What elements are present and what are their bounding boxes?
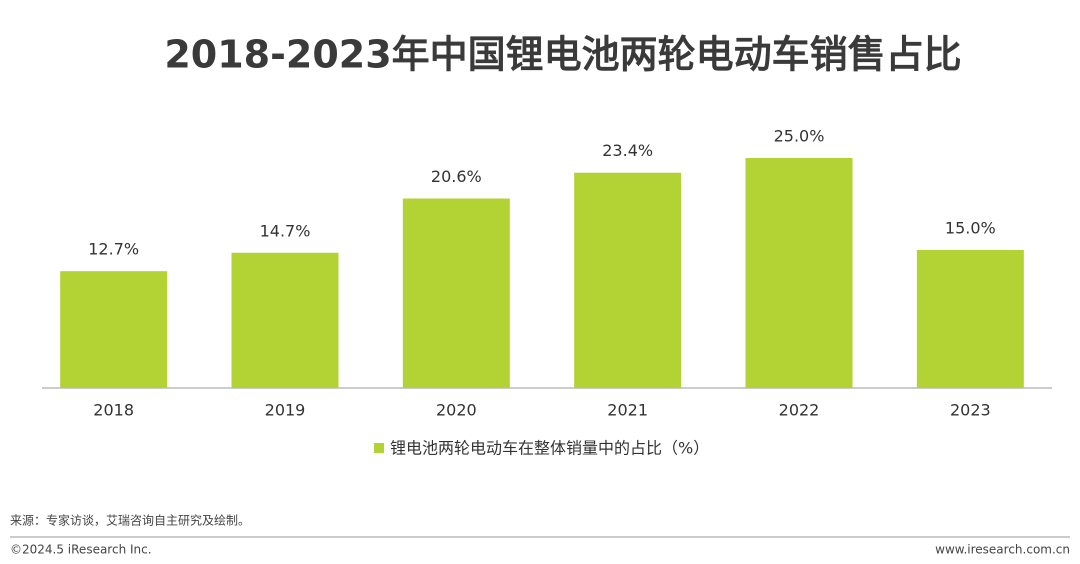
x-tick-label: 2018 — [93, 401, 134, 420]
bar — [231, 252, 339, 388]
value-label: 14.7% — [260, 221, 311, 240]
source-note: 来源：专家访谈，艾瑞咨询自主研究及绘制。 — [10, 513, 250, 528]
legend-label: 锂电池两轮电动车在整体销量中的占比（%） — [390, 439, 709, 458]
value-label: 25.0% — [774, 127, 825, 146]
bar — [916, 250, 1024, 388]
x-tick-label: 2022 — [779, 401, 820, 420]
website: www.iresearch.com.cn — [935, 543, 1070, 557]
x-tick-label: 2023 — [950, 401, 991, 420]
value-label: 20.6% — [431, 167, 482, 186]
x-tick-label: 2020 — [436, 401, 477, 420]
x-tick-label: 2019 — [265, 401, 306, 420]
bar — [60, 271, 168, 388]
x-tick-label: 2021 — [607, 401, 648, 420]
value-label: 15.0% — [945, 219, 996, 238]
bar — [402, 198, 510, 388]
chart-title: 2018-2023年中国锂电池两轮电动车销售占比 — [164, 33, 961, 77]
value-label: 23.4% — [602, 141, 653, 160]
bar — [745, 158, 853, 388]
value-label: 12.7% — [88, 240, 139, 259]
copyright: ©2024.5 iResearch Inc. — [10, 543, 152, 557]
legend-swatch — [374, 443, 384, 453]
bar — [574, 172, 682, 388]
